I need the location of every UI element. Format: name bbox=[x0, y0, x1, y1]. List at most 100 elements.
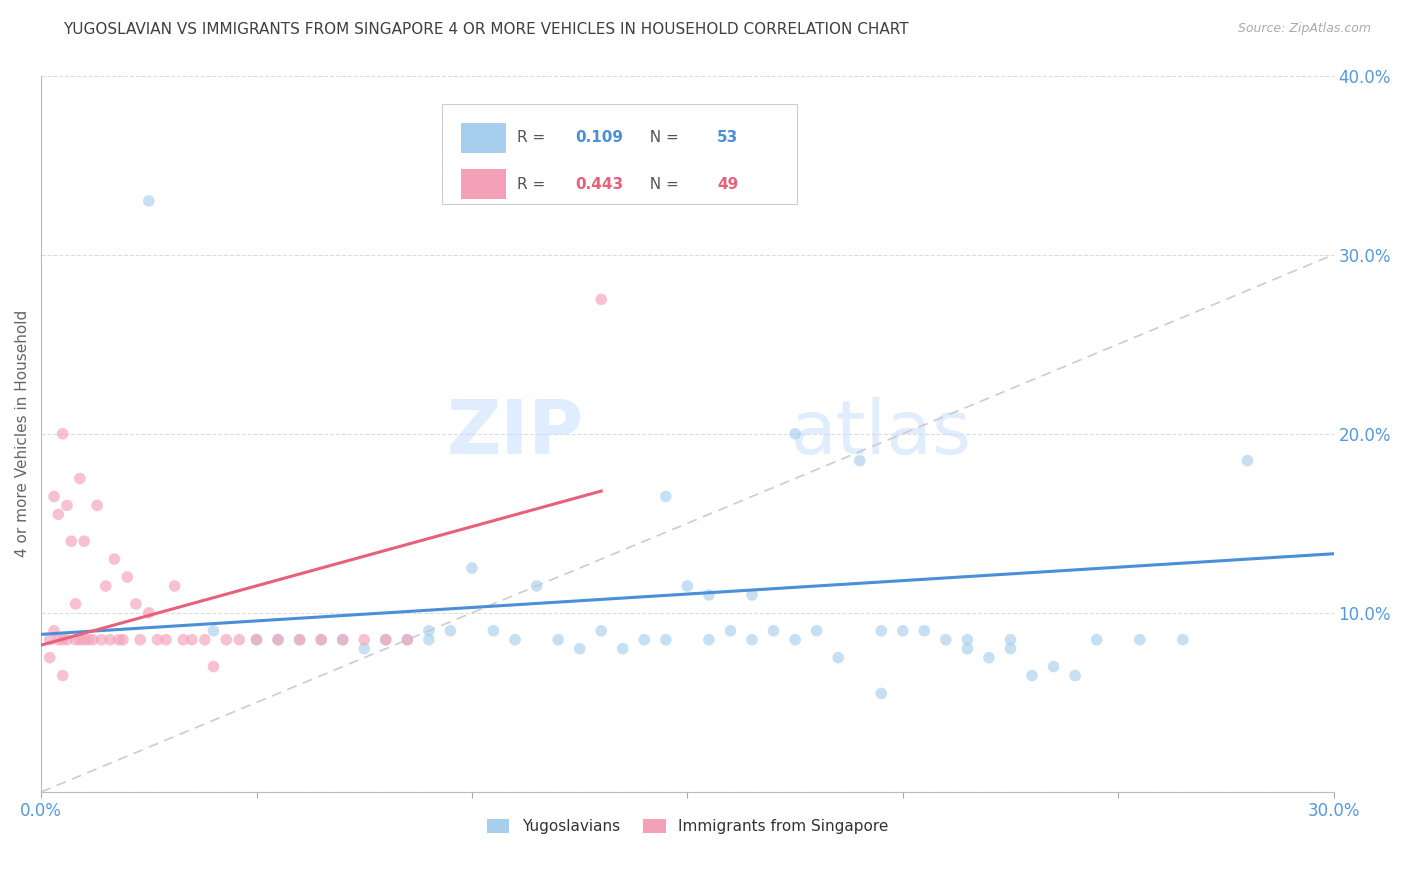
Point bbox=[612, 641, 634, 656]
Point bbox=[267, 632, 290, 647]
Point bbox=[676, 579, 699, 593]
Point bbox=[38, 650, 60, 665]
Point bbox=[65, 632, 87, 647]
Point bbox=[353, 632, 375, 647]
Point bbox=[111, 632, 134, 647]
Text: 49: 49 bbox=[717, 177, 738, 192]
Point bbox=[82, 632, 104, 647]
Point bbox=[1085, 632, 1108, 647]
Point bbox=[461, 561, 484, 575]
Point bbox=[90, 632, 112, 647]
Point bbox=[73, 632, 96, 647]
Point bbox=[783, 426, 806, 441]
Text: R =: R = bbox=[517, 177, 550, 192]
Point bbox=[568, 641, 591, 656]
Point bbox=[591, 293, 613, 307]
Point bbox=[56, 632, 79, 647]
Point bbox=[42, 490, 65, 504]
Y-axis label: 4 or more Vehicles in Household: 4 or more Vehicles in Household bbox=[15, 310, 30, 558]
Point bbox=[783, 632, 806, 647]
Point bbox=[547, 632, 569, 647]
Point bbox=[353, 641, 375, 656]
Point bbox=[870, 686, 893, 700]
Text: YUGOSLAVIAN VS IMMIGRANTS FROM SINGAPORE 4 OR MORE VEHICLES IN HOUSEHOLD CORRELA: YUGOSLAVIAN VS IMMIGRANTS FROM SINGAPORE… bbox=[63, 22, 908, 37]
Point bbox=[762, 624, 785, 638]
Point bbox=[655, 632, 678, 647]
Point bbox=[86, 499, 108, 513]
Point bbox=[46, 632, 69, 647]
Point bbox=[215, 632, 238, 647]
Point bbox=[848, 453, 870, 467]
Point bbox=[935, 632, 957, 647]
Point bbox=[309, 632, 332, 647]
Point bbox=[1129, 632, 1152, 647]
Point bbox=[52, 426, 75, 441]
Point bbox=[77, 632, 100, 647]
Point bbox=[163, 579, 186, 593]
Point bbox=[228, 632, 250, 647]
Point bbox=[741, 632, 763, 647]
FancyBboxPatch shape bbox=[441, 104, 797, 204]
Point bbox=[56, 499, 79, 513]
Point bbox=[332, 632, 354, 647]
Bar bbox=[461, 122, 506, 153]
Point bbox=[827, 650, 849, 665]
Point bbox=[655, 490, 678, 504]
Point bbox=[98, 632, 121, 647]
Point bbox=[332, 632, 354, 647]
Point bbox=[439, 624, 461, 638]
Point bbox=[94, 579, 117, 593]
Point bbox=[912, 624, 935, 638]
Point bbox=[107, 632, 129, 647]
Point bbox=[956, 632, 979, 647]
Point bbox=[103, 552, 125, 566]
Point bbox=[374, 632, 396, 647]
Point bbox=[720, 624, 742, 638]
Point bbox=[503, 632, 526, 647]
Point bbox=[52, 668, 75, 682]
Point bbox=[697, 632, 720, 647]
Point bbox=[155, 632, 177, 647]
Point bbox=[1000, 641, 1022, 656]
Point bbox=[697, 588, 720, 602]
Point bbox=[60, 534, 83, 549]
Point bbox=[741, 588, 763, 602]
Point bbox=[1171, 632, 1194, 647]
Point bbox=[38, 632, 60, 647]
Point bbox=[1236, 453, 1258, 467]
Point bbox=[267, 632, 290, 647]
Point bbox=[396, 632, 419, 647]
Point bbox=[591, 624, 613, 638]
Point bbox=[138, 606, 160, 620]
Point bbox=[633, 632, 655, 647]
Point bbox=[138, 194, 160, 208]
Text: 0.109: 0.109 bbox=[575, 130, 623, 145]
Point bbox=[309, 632, 332, 647]
Text: R =: R = bbox=[517, 130, 550, 145]
Point bbox=[117, 570, 139, 584]
Point bbox=[73, 534, 96, 549]
Text: 53: 53 bbox=[717, 130, 738, 145]
Point bbox=[891, 624, 914, 638]
Point bbox=[1042, 659, 1064, 673]
Bar bbox=[461, 169, 506, 199]
Point bbox=[180, 632, 202, 647]
Point bbox=[202, 624, 225, 638]
Text: N =: N = bbox=[640, 177, 683, 192]
Point bbox=[52, 632, 75, 647]
Point bbox=[1021, 668, 1043, 682]
Point bbox=[172, 632, 194, 647]
Point bbox=[202, 659, 225, 673]
Text: Source: ZipAtlas.com: Source: ZipAtlas.com bbox=[1237, 22, 1371, 36]
Point bbox=[374, 632, 396, 647]
Point bbox=[69, 632, 91, 647]
Point bbox=[245, 632, 267, 647]
Point bbox=[482, 624, 505, 638]
Text: N =: N = bbox=[640, 130, 683, 145]
Text: ZIP: ZIP bbox=[447, 397, 583, 470]
Point bbox=[977, 650, 1000, 665]
Point bbox=[396, 632, 419, 647]
Point bbox=[194, 632, 217, 647]
Point bbox=[65, 597, 87, 611]
Point bbox=[129, 632, 152, 647]
